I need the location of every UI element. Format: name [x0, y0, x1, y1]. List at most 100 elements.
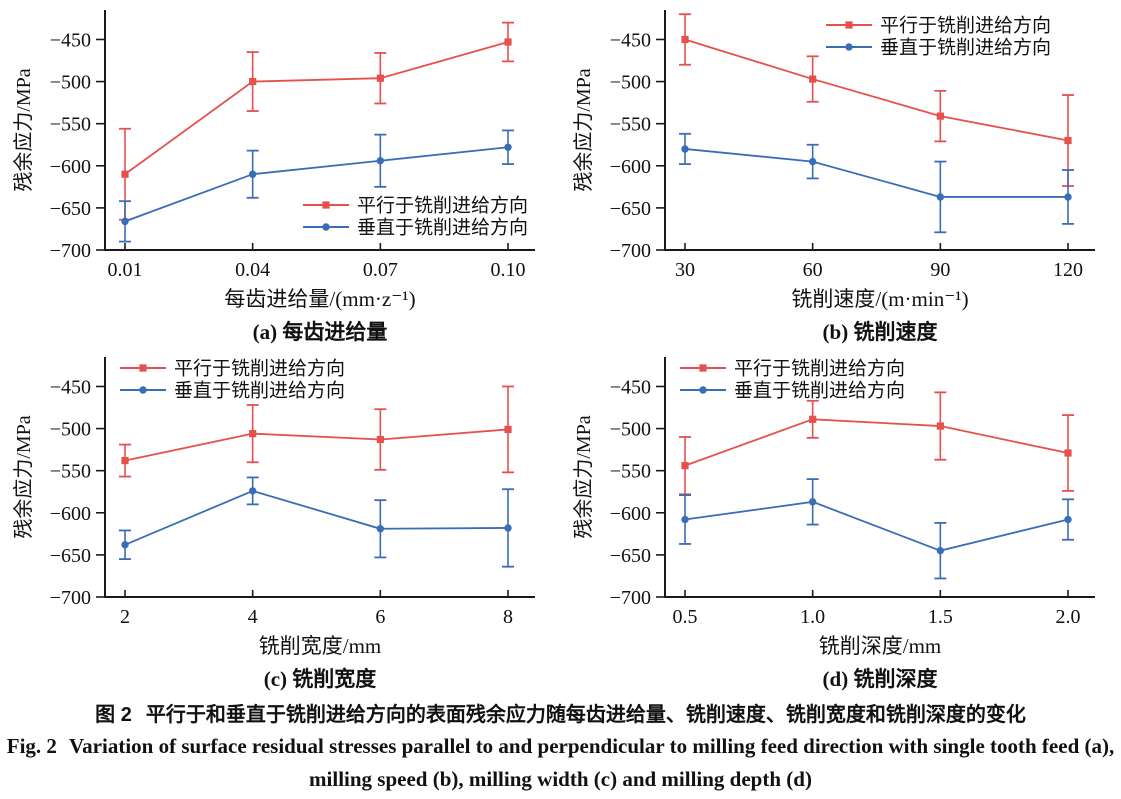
panel-title-b: (b) 铣削速度 [823, 320, 938, 344]
square-marker-legend [845, 21, 853, 29]
series-line [684, 418, 1069, 467]
legend-label: 平行于铣削进给方向 [357, 195, 528, 217]
circle-marker [936, 193, 945, 201]
legend-item-parallel: 平行于铣削进给方向 [680, 358, 905, 380]
circle-marker [504, 524, 512, 532]
circle-marker-legend [845, 43, 853, 51]
chart-svg-b: −450 −500 −550 −600 −650 −700 30 60 90 120 残余应力/MP… [572, 10, 1095, 344]
legend-item-perpendicular: 垂直于铣削进给方向 [120, 380, 345, 402]
y-axis-label: 残余应力/MPa [572, 415, 595, 538]
x-tick-label: 0.04 [235, 259, 270, 281]
square-marker-legend [699, 364, 707, 372]
x-axis: 30 60 90 120 [675, 243, 1083, 281]
caption-chinese: 图 2 平行于和垂直于铣削进给方向的表面残余应力随每齿进给量、铣削速度、铣削宽度和… [0, 700, 1121, 730]
legend-label: 垂直于铣削进给方向 [734, 380, 905, 402]
legend-label: 垂直于铣削进给方向 [880, 37, 1051, 59]
circle-marker-legend [322, 223, 330, 231]
x-axis-label: 铣削宽度/mm [259, 634, 382, 658]
legend-label: 平行于铣削进给方向 [734, 358, 905, 380]
circle-marker [121, 217, 129, 226]
x-tick-label: 1.5 [928, 606, 953, 628]
caption-chinese-text: 平行于和垂直于铣削进给方向的表面残余应力随每齿进给量、铣削速度、铣削宽度和铣削深… [145, 704, 1026, 726]
series-line [124, 428, 509, 462]
circle-marker [248, 170, 257, 178]
y-axis: −450 −500 −550 −600 −650 −700 [610, 376, 665, 609]
y-tick-label: −600 [610, 156, 651, 178]
y-tick-label: −700 [610, 587, 651, 609]
x-axis-label: 铣削深度/mm [819, 634, 942, 658]
circle-marker [808, 157, 817, 166]
circle-marker [808, 498, 817, 506]
y-tick-label: −550 [50, 114, 91, 136]
legend-item-perpendicular: 垂直于铣削进给方向 [303, 217, 528, 239]
panel-title-c: (c) 铣削宽度 [264, 667, 377, 691]
y-tick-label: −500 [610, 72, 651, 94]
x-tick-label: 60 [803, 259, 823, 281]
legend-label: 垂直于铣削进给方向 [357, 217, 528, 239]
series-line [684, 148, 1069, 198]
y-axis-label: 残余应力/MPa [12, 68, 35, 191]
y-tick-label: −550 [610, 114, 651, 136]
caption-english-line2: milling speed (b), milling width (c) and… [0, 763, 1121, 796]
circle-marker [376, 525, 385, 533]
x-tick-label: 4 [248, 606, 258, 628]
y-tick-label: −500 [50, 72, 91, 94]
caption-english-line1: Fig. 2 Variation of surface residual stre… [0, 730, 1121, 763]
y-tick-label: −450 [50, 376, 91, 398]
legend-item-parallel: 平行于铣削进给方向 [120, 358, 345, 380]
circle-marker-legend [139, 386, 147, 394]
square-marker [1064, 449, 1072, 457]
square-marker [504, 38, 512, 46]
y-axis-label: 残余应力/MPa [572, 68, 595, 191]
x-axis: 2 4 6 8 [120, 590, 513, 628]
legend-label: 平行于铣削进给方向 [880, 15, 1051, 37]
y-tick-label: −700 [50, 587, 91, 609]
x-tick-label: 120 [1053, 259, 1083, 281]
chart-panel-b: −450 −500 −550 −600 −650 −700 30 60 90 120 残余应力/MP… [560, 0, 1120, 347]
y-tick-label: −550 [610, 461, 651, 483]
panel-title-d: (d) 铣削深度 [823, 667, 938, 691]
y-tick-label: −650 [50, 545, 91, 567]
circle-marker [681, 515, 689, 524]
square-marker [1064, 136, 1072, 145]
x-axis-label: 铣削速度/(m·min⁻¹) [791, 287, 968, 311]
y-axis: −450 −500 −550 −600 −650 −700 [610, 29, 665, 262]
legend-item-parallel: 平行于铣削进给方向 [826, 15, 1051, 37]
series-line [124, 489, 509, 546]
series-parallel [119, 385, 515, 478]
y-tick-label: −650 [50, 198, 91, 220]
square-marker [681, 35, 689, 44]
series-line [124, 41, 509, 175]
square-marker [249, 77, 257, 86]
x-tick-label: 6 [375, 606, 385, 628]
square-marker [121, 456, 129, 465]
chart-svg-c: −450 −500 −550 −600 −650 −700 2 4 6 8 残余应力/MPa 平行于铣… [12, 357, 535, 691]
x-tick-label: 30 [675, 259, 695, 281]
series-line [684, 38, 1069, 142]
y-tick-label: −450 [610, 29, 651, 51]
y-axis: −450 −500 −550 −600 −650 −700 [50, 29, 105, 262]
x-axis: 0.5 1.0 1.5 2.0 [673, 590, 1081, 628]
y-tick-label: −700 [610, 240, 651, 262]
square-marker-legend [322, 201, 330, 209]
circle-marker [121, 541, 129, 549]
x-axis: 0.01 0.04 0.07 0.10 [108, 243, 526, 281]
panel-title-a: (a) 每齿进给量 [253, 320, 388, 344]
series-line [124, 146, 509, 223]
x-tick-label: 0.10 [491, 259, 526, 281]
series-perpendicular [119, 476, 515, 568]
caption-chinese-number: 图 2 [95, 704, 132, 726]
series-parallel [119, 21, 515, 221]
caption-english-text: Variation of surface residual stresses p… [68, 734, 1115, 758]
circle-marker [376, 157, 385, 165]
circle-marker [1064, 515, 1072, 524]
x-tick-label: 2 [120, 606, 130, 628]
series-perpendicular [679, 132, 1075, 234]
series-perpendicular [679, 478, 1075, 580]
legend-item-perpendicular: 垂直于铣削进给方向 [826, 37, 1051, 59]
